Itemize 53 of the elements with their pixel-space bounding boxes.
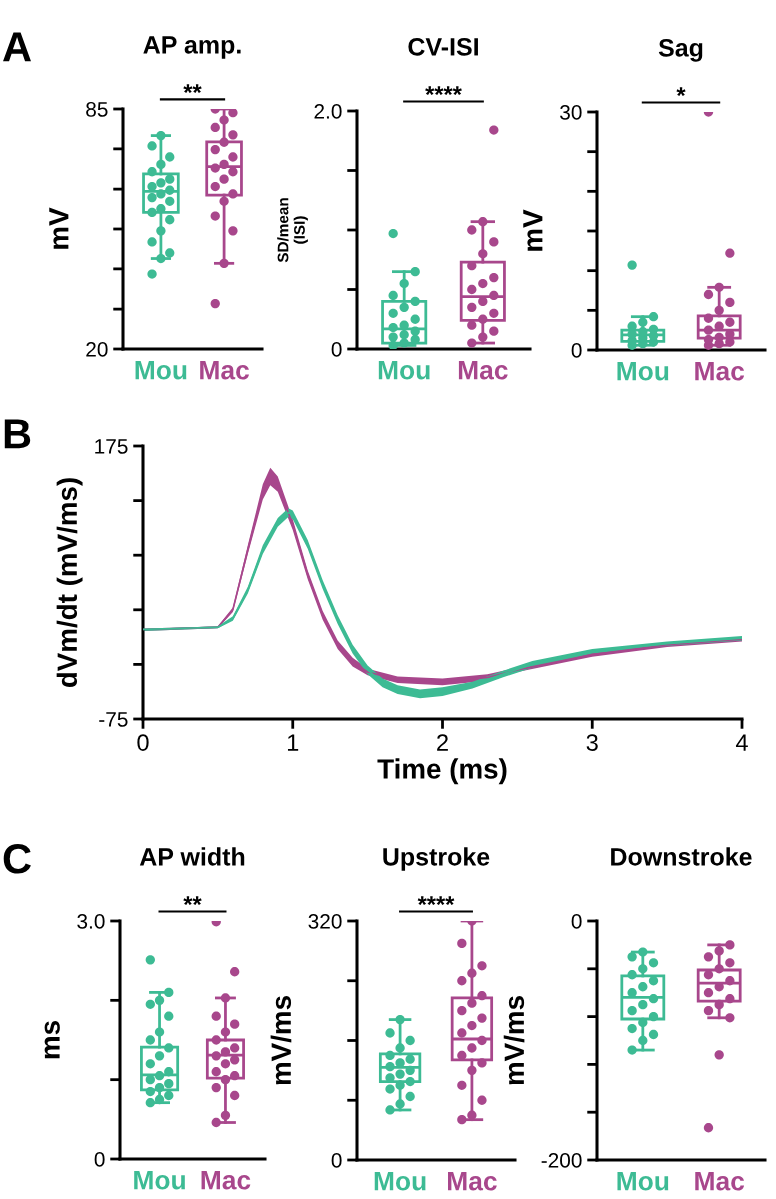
x-tick-label: Mac [695, 1172, 745, 1191]
text: ** [183, 896, 202, 906]
text: A [3, 32, 31, 62]
x-tick-label: Mac [448, 1172, 497, 1191]
x-tick-label: 4 [735, 734, 748, 751]
y-axis-title: mV [523, 209, 543, 251]
x-axis-title: Time (ms) [377, 758, 507, 785]
x-tick-label: Mac [200, 361, 249, 380]
x-tick-label: Mac [458, 361, 508, 380]
y-tick-label: 0 [331, 1153, 342, 1168]
x-tick-label: Mac [695, 362, 745, 381]
text: * [676, 87, 686, 97]
text: C [3, 844, 31, 874]
y-tick-label: 0 [571, 914, 582, 929]
y-tick-label: 175 [95, 439, 128, 454]
y-tick-label: 30 [560, 105, 582, 120]
text: B [4, 419, 31, 449]
x-tick-label: 3 [586, 734, 598, 751]
y-axis-title: dVm/dt (mV/ms) [56, 478, 83, 688]
y-axis-title: ms [44, 1021, 60, 1059]
y-tick-label: 0 [331, 342, 342, 357]
y-tick-label: -75 [99, 712, 128, 727]
x-tick-label: Mou [374, 1172, 426, 1191]
x-tick-label: 0 [137, 734, 149, 751]
chart-title: AP amp. [143, 36, 241, 59]
y-tick-label: 0 [571, 343, 582, 358]
x-tick-label: Mou [135, 361, 187, 380]
x-tick-label: 2 [437, 734, 448, 751]
x-tick-label: 1 [287, 734, 299, 751]
y-axis-title: mV [49, 207, 69, 249]
y-axis-title: mV/ms [503, 996, 525, 1085]
chart-title: CV-ISI [408, 37, 478, 56]
y-axis-title: SD/mean (ISI) [277, 198, 308, 263]
text: **** [417, 896, 455, 906]
y-tick-label: 20 [86, 342, 108, 357]
chart-title: Sag [658, 38, 703, 62]
text: **** [425, 86, 462, 96]
y-tick-label: 2.0 [314, 104, 342, 119]
x-tick-label: Mou [617, 362, 669, 381]
x-tick-label: Mou [134, 1171, 185, 1190]
text: ** [183, 84, 202, 94]
y-tick-label: 320 [308, 914, 342, 929]
chart-title: Downstroke [611, 847, 752, 866]
x-tick-label: Mac [201, 1171, 251, 1190]
y-tick-label: 85 [86, 102, 108, 117]
chart-title: AP width [139, 847, 245, 866]
y-tick-label: 0 [94, 1152, 105, 1167]
x-tick-label: Mou [617, 1172, 669, 1191]
y-tick-label: 3.0 [77, 914, 105, 929]
y-axis-title: mV/ms [270, 996, 292, 1085]
y-tick-label: -200 [541, 1153, 582, 1168]
chart-title: Upstroke [383, 847, 490, 871]
x-tick-label: Mou [378, 361, 430, 380]
